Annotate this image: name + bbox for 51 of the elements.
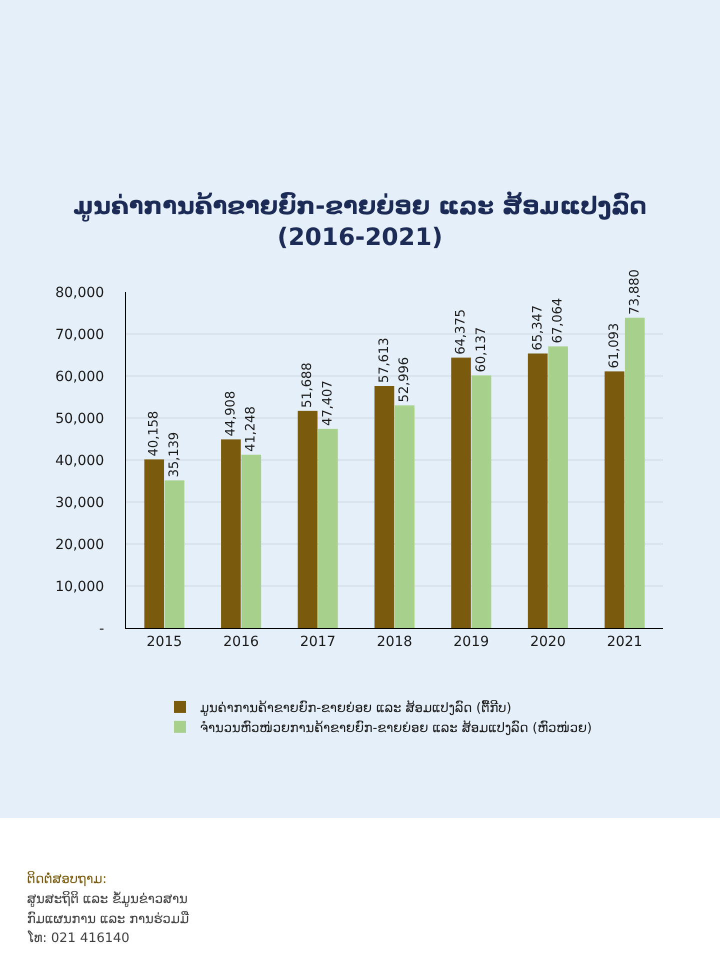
data-label: 65,347 [530,305,546,351]
data-label: 61,093 [606,322,622,368]
data-label: 57,613 [376,338,392,384]
text: ຕິດຕໍ່ສອບຖາມ: [27,870,107,888]
data-label: 60,137 [474,326,489,372]
x-tick-label: 2019 [453,634,490,650]
legend-label: ຈຳນວນຫົວໜ່ວຍການຄ້າຂາຍຍົກ-ຂາຍຍ່ອຍ ແລະ ສ້ອມແປງລົດ (ຫົວໜ່ວຍ) [200,720,592,736]
bar [528,354,548,628]
text: ກົມແຜນການ ແລະ ການຮ່ວມມື [27,910,190,927]
bar [318,428,338,628]
bar [604,371,624,628]
y-tick-label: 30,000 [55,494,104,511]
data-label: 41,248 [244,406,259,452]
y-tick-label: - [99,620,104,637]
x-tick-label: 2016 [223,634,259,650]
y-tick-label: 40,000 [55,452,104,469]
text: ສູນສະຖິຕິ ແລະ ຂໍ້ມູນຂ່າວສານ [27,890,188,908]
bar [472,375,492,628]
x-tick-label: 2017 [300,634,336,650]
data-label: 73,880 [627,269,642,315]
data-label: 67,064 [550,298,566,344]
data-label: 35,139 [167,432,182,478]
legend-label: ມູນຄ່າການຄ້າຂາຍຍົກ-ຂາຍຍ່ອຍ ແລະ ສ້ອມແປງລົດ (ຕື້ກີບ) [200,698,512,716]
x-tick-label: 2020 [530,634,566,650]
y-tick-label: 50,000 [55,410,104,427]
bar [241,454,262,628]
data-label: 47,407 [320,380,336,426]
y-tick-label: 10,000 [55,578,104,595]
y-tick-label: 60,000 [55,368,104,385]
bar [451,358,471,628]
bar [548,346,568,628]
bar [374,386,394,628]
data-label: 44,908 [223,390,238,436]
bar [144,459,164,628]
x-tick-label: 2015 [146,634,182,650]
y-tick-label: 70,000 [55,326,104,343]
text: ໂທ: 021 416140 [27,930,130,946]
x-tick-label: 2018 [376,634,412,650]
bar [221,439,241,628]
data-label: 64,375 [454,309,469,355]
data-label: 52,996 [397,356,412,402]
chart-title: ມູນຄ່າການຄ້າຂາຍຍົກ-ຂາຍຍ່ອຍ ແລະ ສ້ອມແປງລົດ (2016-2021) [73,190,647,252]
x-tick-label: 2021 [606,634,642,650]
bar [394,405,415,628]
bar [164,480,184,628]
data-label: 40,158 [146,410,162,456]
y-tick-label: 20,000 [55,536,104,553]
bar [624,318,645,628]
data-label: 51,688 [300,362,316,408]
y-tick-label: 80,000 [55,284,104,301]
bar [298,410,318,628]
